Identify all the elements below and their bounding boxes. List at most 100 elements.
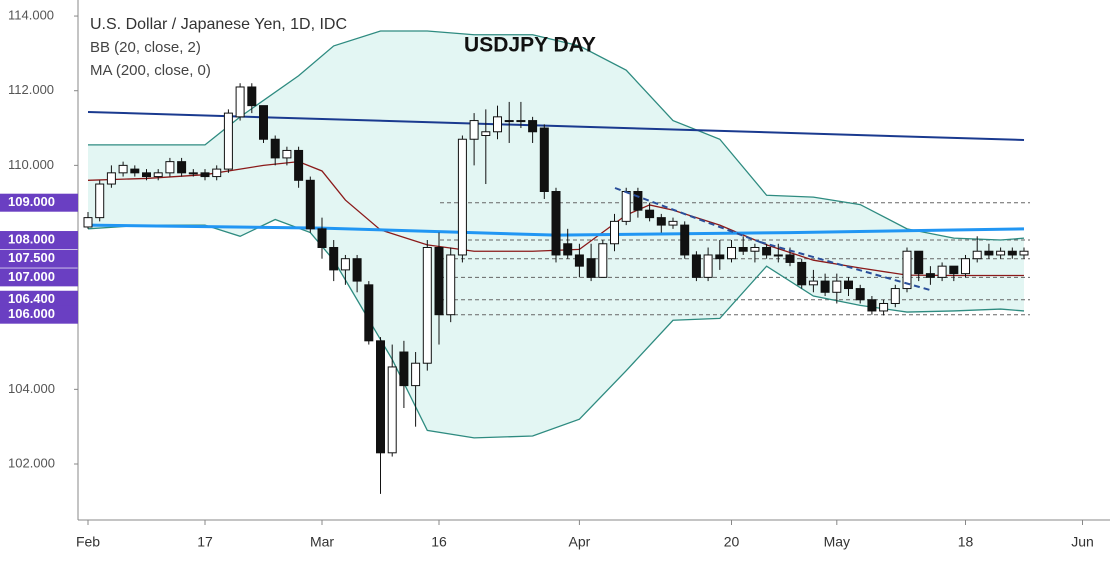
candle-body: [270, 138, 280, 159]
candle-body: [797, 261, 807, 286]
candle-body: [890, 288, 900, 304]
candle-body: [656, 217, 666, 226]
candle-body: [574, 254, 584, 267]
candle-body: [469, 120, 479, 140]
candle-body: [364, 284, 374, 342]
candle-body: [282, 149, 292, 159]
candle-body: [715, 254, 725, 260]
candle-body: [1019, 250, 1029, 256]
candle-body: [832, 280, 842, 293]
candle-body: [446, 254, 456, 316]
candle-body: [223, 112, 233, 170]
candle-body: [340, 258, 350, 271]
candle-body: [937, 265, 947, 278]
candle-body: [247, 86, 257, 107]
legend-line: BB (20, close, 2): [90, 39, 201, 56]
candle-body: [504, 120, 514, 123]
candle-body: [820, 280, 830, 293]
level-label: 107.500: [8, 250, 55, 265]
candle-body: [294, 149, 304, 181]
candle-body: [200, 172, 210, 178]
candle-body: [165, 161, 175, 174]
indicator-line: [88, 30, 1025, 241]
candle-body: [551, 191, 561, 256]
level-label-box: [0, 193, 78, 212]
level-label-box: [0, 290, 78, 309]
candle-body: [961, 258, 971, 275]
candle-body: [645, 209, 655, 219]
y-tick-label: 110.000: [8, 157, 54, 172]
candle-body: [130, 168, 140, 174]
candle-body: [563, 243, 573, 256]
candle-body: [808, 280, 818, 286]
chart-title: USDJPY DAY: [464, 34, 596, 57]
level-label: 108.000: [8, 231, 55, 246]
candle-body: [867, 299, 877, 312]
y-tick-label: 114.000: [8, 7, 54, 22]
x-tick-label: 16: [431, 534, 447, 550]
candle-body: [844, 280, 854, 290]
candle-body: [259, 105, 269, 140]
candle-body: [610, 220, 620, 245]
candle-body: [376, 340, 386, 454]
candle-body: [727, 246, 737, 260]
candle-body: [914, 250, 924, 275]
candle-body: [411, 362, 421, 387]
x-tick-label: Feb: [76, 534, 100, 550]
candle-body: [352, 258, 362, 282]
level-label-box: [0, 231, 78, 250]
candle-body: [153, 172, 163, 178]
candle-body: [703, 254, 713, 278]
candle-body: [493, 116, 503, 133]
candle-body: [83, 217, 93, 228]
candle-body: [680, 224, 690, 256]
plot-area: [83, 30, 1030, 494]
candle-body: [434, 246, 444, 316]
candle-body: [668, 220, 678, 226]
candle-body: [750, 246, 760, 252]
candle-body: [539, 127, 549, 193]
level-label-box: [0, 249, 78, 268]
candle-body: [598, 243, 608, 278]
candle-body: [633, 191, 643, 211]
x-tick-label: 18: [958, 534, 974, 550]
candle-body: [118, 164, 128, 174]
candle-body: [996, 250, 1006, 256]
candle-body: [188, 172, 198, 175]
x-tick-label: 20: [724, 534, 740, 550]
channel-line: [614, 187, 761, 243]
candle-body: [516, 120, 526, 123]
candle-body: [925, 273, 935, 278]
candle-body: [329, 246, 339, 271]
candle-body: [984, 250, 994, 256]
x-tick-label: 17: [197, 534, 213, 550]
candle-body: [773, 254, 783, 257]
candle-body: [902, 250, 912, 290]
candle-body: [399, 351, 409, 387]
candle-body: [106, 172, 116, 185]
candle-body: [95, 183, 105, 219]
level-label: 109.000: [8, 194, 55, 209]
candle-body: [317, 228, 327, 248]
candle-body: [621, 191, 631, 222]
x-tick-label: Jun: [1071, 534, 1094, 550]
candle-body: [422, 246, 432, 364]
level-label: 106.400: [8, 291, 55, 306]
candle-body: [457, 138, 467, 256]
candle-body: [762, 246, 772, 256]
candle-body: [855, 288, 865, 301]
candle-body: [481, 131, 491, 137]
x-tick-label: May: [824, 534, 850, 550]
y-tick-label: 112.000: [8, 82, 54, 97]
candle-body: [691, 254, 701, 278]
axis-labels: 102.000 104.000 106.000 108.000 110.000 112.0…: [0, 7, 1094, 550]
level-label-box: [0, 305, 78, 324]
x-tick-label: Mar: [310, 534, 334, 550]
candle-body: [305, 179, 315, 230]
candle-body: [879, 302, 889, 312]
candle-body: [177, 161, 187, 174]
x-tick-label: Apr: [569, 534, 591, 550]
candle-body: [972, 250, 982, 260]
candle-body: [387, 366, 397, 454]
candle-body: [586, 258, 596, 278]
